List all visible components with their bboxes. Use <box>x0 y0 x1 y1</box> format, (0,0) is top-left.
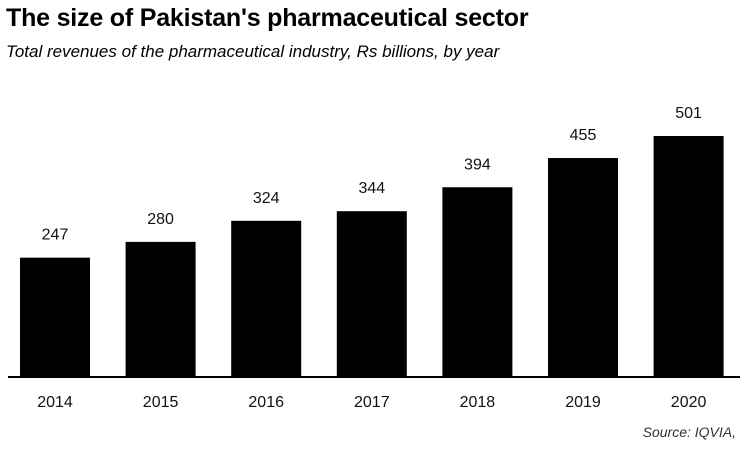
bar-2018 <box>442 187 513 376</box>
bar-2020 <box>653 136 724 376</box>
x-tick-label-2015: 2015 <box>143 394 179 411</box>
x-tick-label-2014: 2014 <box>37 394 73 411</box>
x-tick-label-2020: 2020 <box>671 394 707 411</box>
bar-2014 <box>20 257 90 376</box>
x-tick-label-2017: 2017 <box>354 394 390 411</box>
data-label-2015: 280 <box>147 211 174 228</box>
data-label-2020: 501 <box>675 105 702 122</box>
x-tick-label-2018: 2018 <box>460 394 496 411</box>
data-label-2019: 455 <box>570 127 597 144</box>
bar-2016 <box>231 220 302 376</box>
data-label-2017: 344 <box>358 180 385 197</box>
data-label-2016: 324 <box>253 190 280 207</box>
chart-title: The size of Pakistan's pharmaceutical se… <box>6 4 529 32</box>
bar-2019 <box>548 158 618 376</box>
source-note: Source: IQVIA, <box>642 424 736 440</box>
chart-subtitle: Total revenues of the pharmaceutical ind… <box>6 42 500 61</box>
x-tick-label-2016: 2016 <box>248 394 284 411</box>
data-label-2014: 247 <box>42 227 69 244</box>
data-label-2018: 394 <box>464 156 491 173</box>
bar-2017 <box>336 211 407 376</box>
bar-2015 <box>125 241 196 376</box>
x-tick-label-2019: 2019 <box>565 394 601 411</box>
